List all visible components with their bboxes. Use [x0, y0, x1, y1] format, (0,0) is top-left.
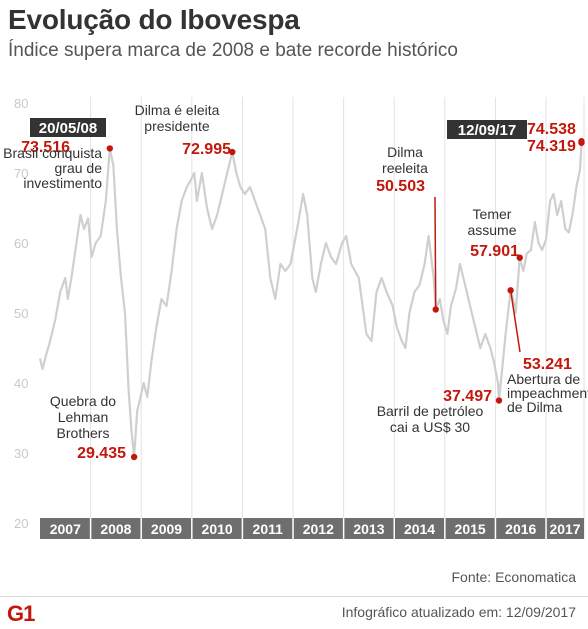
value-label: 50.503 [376, 178, 425, 195]
y-tick-60: 60 [14, 236, 28, 251]
note-line: presidente [144, 118, 210, 134]
y-tick-70: 70 [14, 166, 28, 181]
note-line: Dilma [387, 144, 423, 160]
note-line: Abertura de [507, 371, 580, 387]
series-line-layer [38, 142, 583, 459]
value-label: 74.538 [527, 121, 576, 138]
annotation-74538: 12/09/17 74.538 [447, 120, 585, 145]
x-tick-2014: 2014 [404, 521, 435, 537]
y-tick-50: 50 [14, 306, 28, 321]
highlight-dot [578, 139, 585, 146]
y-tick-20: 20 [14, 516, 28, 531]
y-tick-30: 30 [14, 446, 28, 461]
x-axis-band-bg [40, 518, 584, 539]
note-line: Quebra do [50, 393, 116, 409]
note-line: investimento [23, 175, 102, 191]
value-label: 57.901 [470, 243, 519, 260]
note-line: impeachment [507, 385, 588, 401]
annotation-74319: 74.319 [527, 138, 585, 155]
y-tick-80: 80 [14, 96, 28, 111]
note-line: Brothers [57, 425, 110, 441]
x-tick-2013: 2013 [353, 521, 384, 537]
note-line: assume [467, 222, 516, 238]
x-tick-2011: 2011 [253, 521, 284, 537]
x-tick-2010: 2010 [202, 521, 233, 537]
note-line: Barril de petróleo [377, 403, 484, 419]
x-tick-2015: 2015 [455, 521, 486, 537]
note-line: grau de [55, 160, 103, 176]
date-tag-bg [447, 120, 527, 139]
highlight-dot [507, 287, 514, 294]
highlight-dot [516, 254, 523, 261]
value-label: 37.497 [443, 388, 492, 405]
highlight-dot [432, 306, 439, 313]
y-axis-ticks: 20 30 40 50 60 70 80 [14, 96, 28, 531]
grid-layer [90, 97, 585, 540]
page-subtitle: Índice supera marca de 2008 e bate recor… [8, 40, 458, 61]
source-note: Fonte: Economatica [451, 569, 576, 585]
highlight-dot [130, 453, 138, 461]
date-tag: 12/09/17 [458, 122, 516, 139]
note-line: cai a US$ 30 [390, 419, 470, 435]
x-tick-2008: 2008 [100, 521, 131, 537]
g1-logo: G1 [7, 601, 35, 626]
x-tick-2017: 2017 [549, 521, 580, 537]
date-tag: 20/05/08 [39, 120, 97, 137]
y-tick-40: 40 [14, 376, 28, 391]
highlight-dot [229, 148, 236, 156]
note-line: Dilma é eleita [135, 102, 220, 118]
ibovespa-line [38, 142, 583, 459]
x-axis-band: 2007 2008 2009 2010 2011 2012 2013 2014 2015 2016… [40, 518, 584, 539]
x-tick-2009: 2009 [151, 521, 182, 537]
date-tag-bg [30, 118, 106, 137]
updated-note: Infográfico atualizado em: 12/09/2017 [341, 604, 576, 620]
page-title: Evolução do Ibovespa [8, 4, 300, 35]
note-line: Temer [473, 206, 512, 222]
footer-divider [0, 596, 588, 597]
note-line: Brasil conquista [3, 145, 102, 161]
leader-line [434, 196, 437, 310]
value-label: 29.435 [77, 445, 126, 462]
note-line: Lehman [58, 409, 109, 425]
note-line: reeleita [382, 160, 428, 176]
value-label: 74.319 [527, 138, 576, 155]
note-line: de Dilma [507, 399, 562, 415]
x-tick-2012: 2012 [303, 521, 334, 537]
x-tick-2007: 2007 [50, 521, 81, 537]
highlight-dot [106, 145, 114, 152]
x-tick-2016: 2016 [505, 521, 536, 537]
leader-line [509, 290, 521, 353]
value-label: 73.516 [21, 139, 70, 156]
highlight-dot [495, 397, 503, 404]
value-label: 72.995 [182, 141, 231, 158]
value-label: 53.241 [523, 356, 572, 373]
